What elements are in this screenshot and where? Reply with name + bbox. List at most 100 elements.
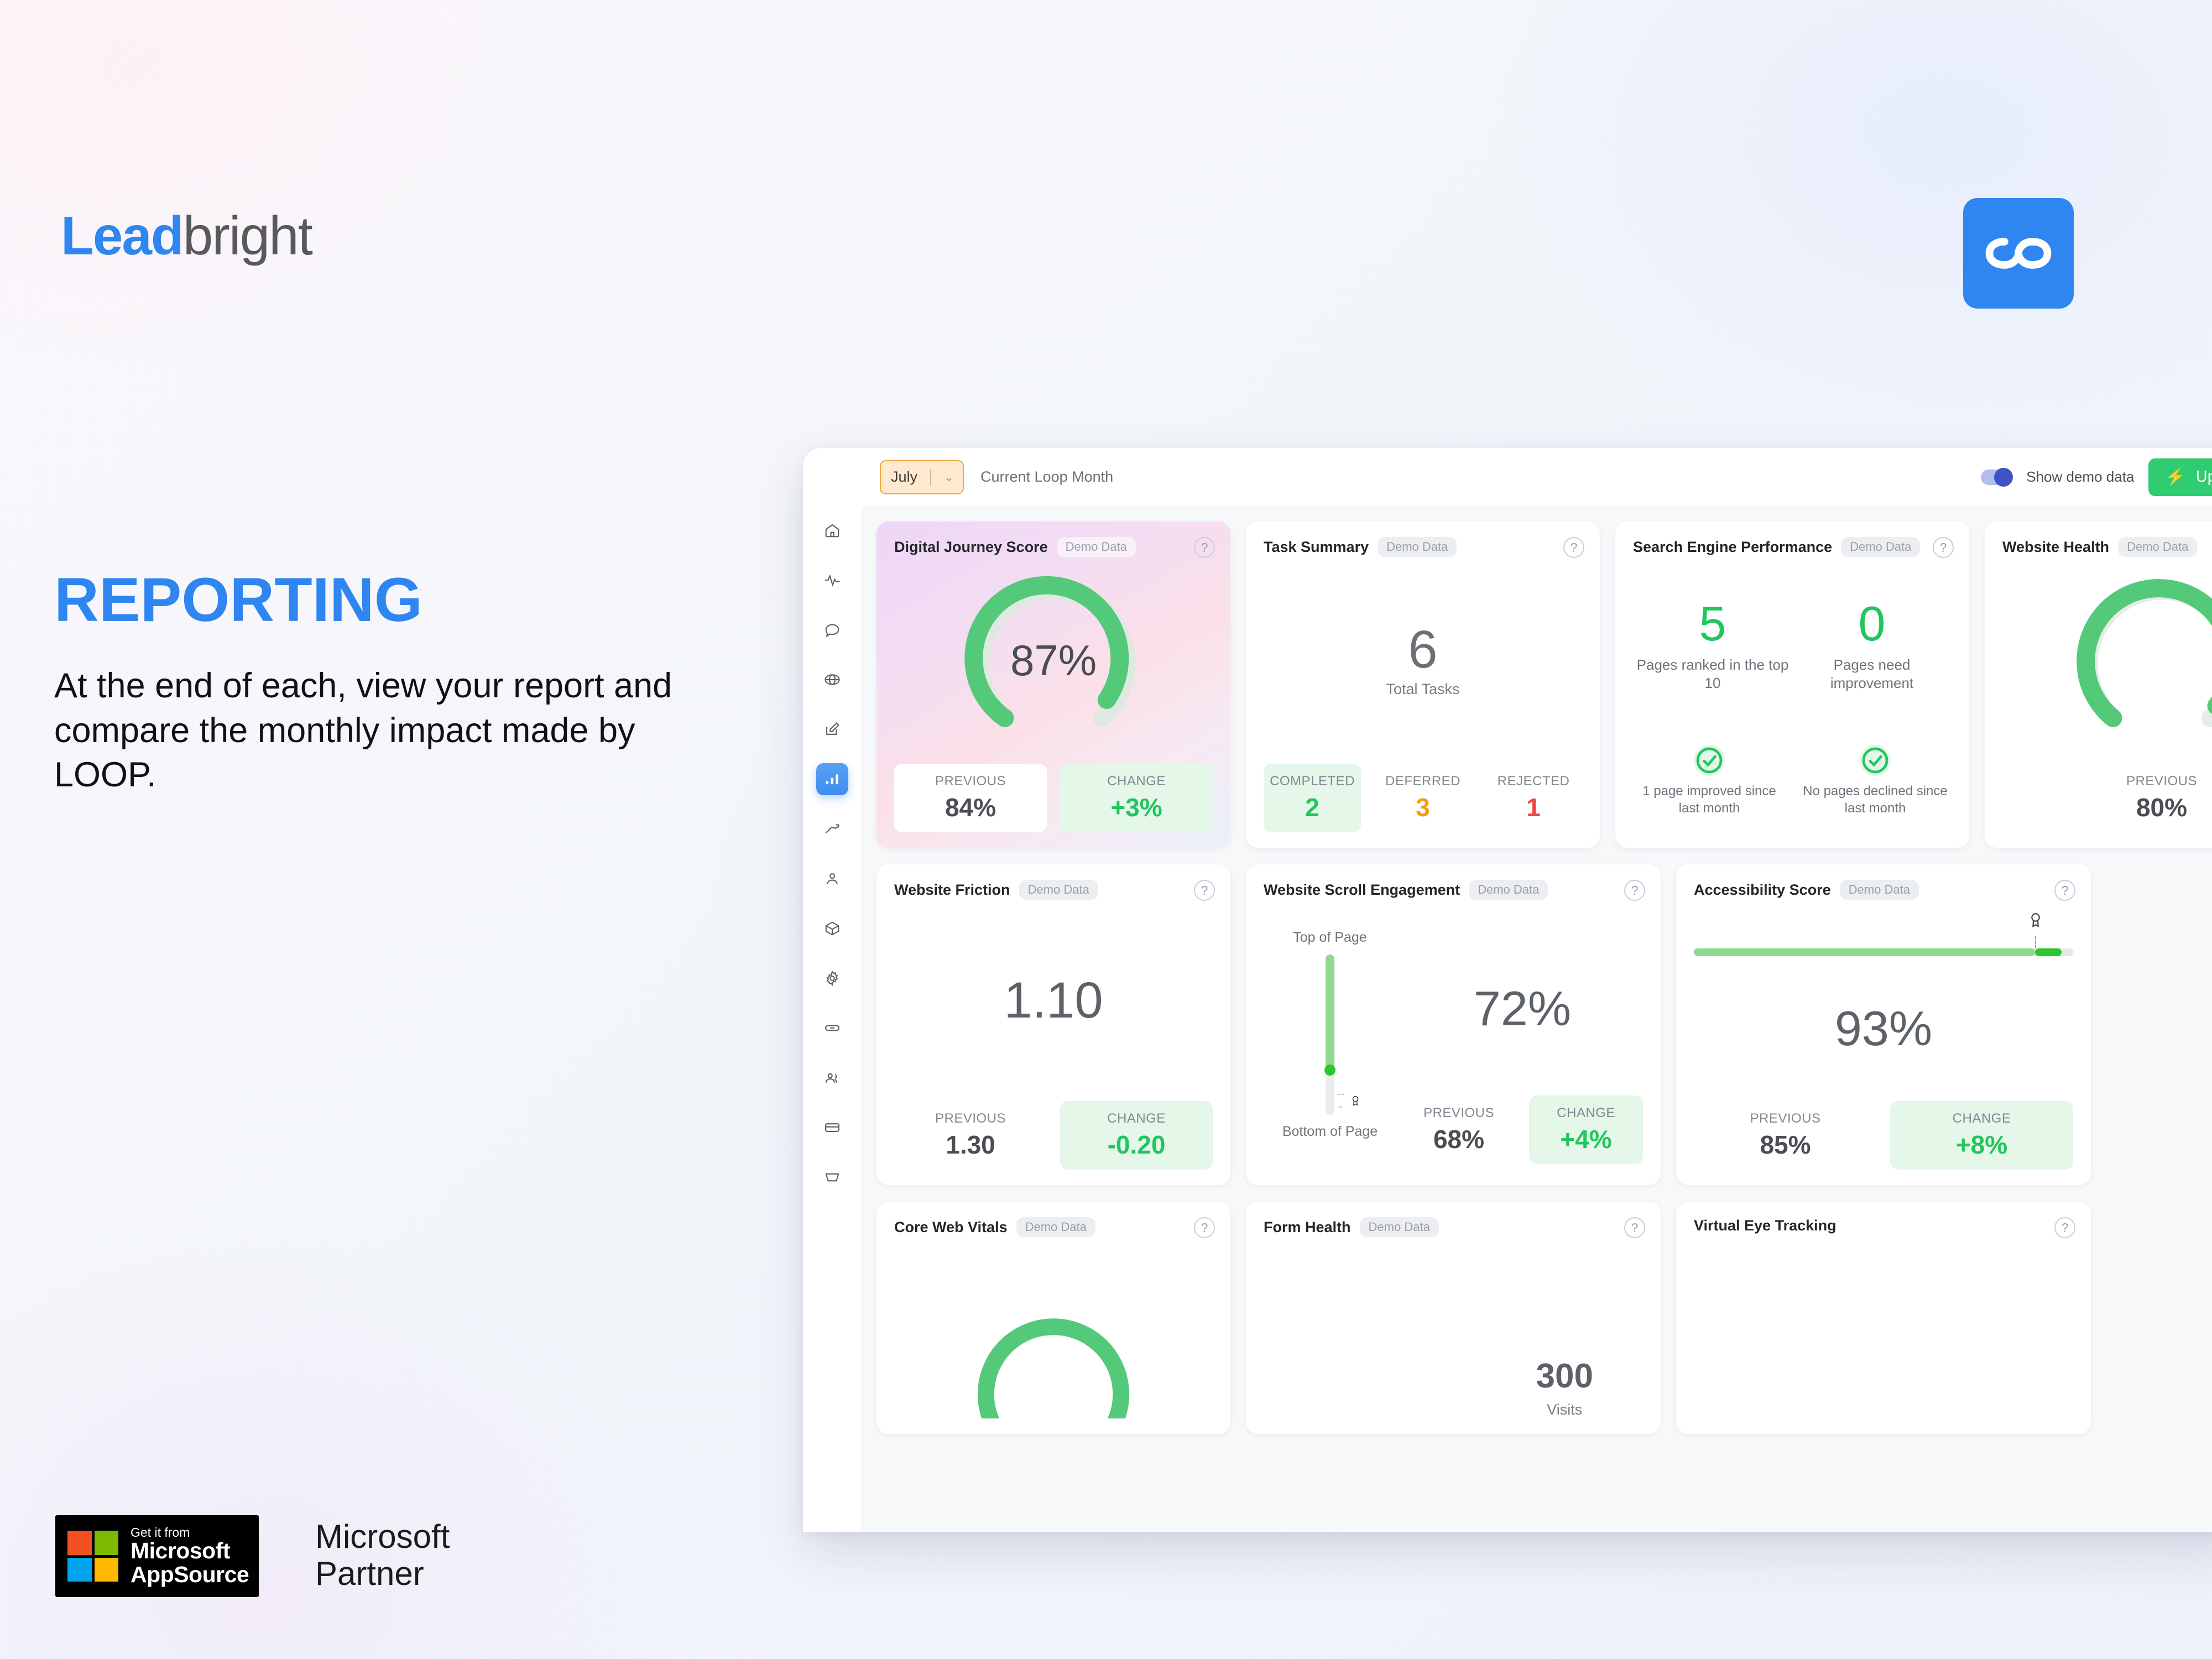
month-select[interactable]: July ⌄ <box>880 460 964 494</box>
card-title: Search Engine Performance <box>1633 538 1833 555</box>
stat-pages-top10: 5 Pages ranked in the top 10 <box>1633 599 1792 692</box>
change-label: CHANGE <box>1952 1111 2011 1126</box>
microsoft-logo-icon <box>67 1531 118 1582</box>
stat-caption: Pages ranked in the top 10 <box>1636 656 1789 691</box>
change-box: CHANGE +8% <box>1890 1101 2073 1170</box>
demo-data-badge: Demo Data <box>1019 880 1098 900</box>
demo-data-badge: Demo Data <box>1056 537 1136 557</box>
journey-score-value: 87% <box>1010 635 1097 685</box>
help-icon[interactable]: ? <box>1194 880 1215 901</box>
demo-data-badge: Demo Data <box>2118 537 2198 557</box>
accessibility-track <box>1694 936 2073 956</box>
benchmark-medal-icon <box>2027 911 2044 931</box>
previous-value: 85% <box>1760 1130 1811 1159</box>
scroll-depth-indicator: Top of Page --- Bottom of Page <box>1264 930 1396 1140</box>
sidebar-item-reporting[interactable] <box>816 763 848 795</box>
card-form-health[interactable]: Form Health Demo Data ? 300 Visits <box>1246 1202 1661 1434</box>
total-tasks-label: Total Tasks <box>1386 680 1460 697</box>
scroll-bottom-label: Bottom of Page <box>1282 1124 1378 1139</box>
previous-value: 80% <box>2136 793 2188 822</box>
link-icon <box>825 1025 839 1031</box>
sidebar-item-products[interactable] <box>816 912 848 945</box>
previous-box: PREVIOUS 84% <box>894 764 1047 832</box>
help-icon[interactable]: ? <box>2054 880 2075 901</box>
sidebar-item-home[interactable] <box>816 514 848 546</box>
help-icon[interactable]: ? <box>1194 1217 1215 1238</box>
sidebar-item-billing[interactable] <box>816 1112 848 1144</box>
help-icon[interactable]: ? <box>1933 537 1954 558</box>
help-icon[interactable]: ? <box>1624 1217 1645 1238</box>
sidebar-item-trends[interactable] <box>816 813 848 845</box>
deferred-box: DEFERRED 3 <box>1374 764 1472 832</box>
change-label: CHANGE <box>1557 1105 1615 1120</box>
cards-row-1: Digital Journey Score Demo Data ? 87% <box>877 521 2212 848</box>
card-website-health[interactable]: Website Health Demo Data PR <box>1985 521 2212 848</box>
friction-value: 1.10 <box>1004 972 1103 1029</box>
card-title: Virtual Eye Tracking <box>1694 1217 1837 1234</box>
page-title: REPORTING <box>54 565 422 634</box>
demo-data-badge: Demo Data <box>1839 880 1919 900</box>
previous-value: 68% <box>1433 1125 1485 1154</box>
brand-bright-text: bright <box>182 205 313 266</box>
sidebar-item-edit[interactable] <box>816 713 848 745</box>
sidebar <box>803 448 861 1532</box>
card-task-summary[interactable]: Task Summary Demo Data ? 6 Total Tasks C… <box>1246 521 1600 848</box>
help-icon[interactable]: ? <box>1194 537 1215 558</box>
home-icon <box>825 524 839 538</box>
previous-label: PREVIOUS <box>935 774 1006 789</box>
brand-lead-text: Lead <box>61 205 184 266</box>
card-accessibility-score[interactable]: Accessibility Score Demo Data ? <box>1676 864 2091 1185</box>
sidebar-item-globe[interactable] <box>816 664 848 696</box>
check-circle-icon <box>1694 744 1725 776</box>
sidebar-item-settings[interactable] <box>816 962 848 994</box>
change-value: +4% <box>1560 1125 1612 1154</box>
card-core-web-vitals[interactable]: Core Web Vitals Demo Data ? <box>877 1202 1230 1434</box>
previous-box: PREVIOUS 1.30 <box>894 1101 1047 1170</box>
stat-value: 0 <box>1858 596 1886 651</box>
card-title: Digital Journey Score <box>894 538 1048 555</box>
sidebar-item-user[interactable] <box>816 863 848 895</box>
card-digital-journey-score[interactable]: Digital Journey Score Demo Data ? 87% <box>877 521 1230 848</box>
scroll-top-label: Top of Page <box>1293 930 1367 945</box>
previous-label: PREVIOUS <box>1423 1105 1495 1120</box>
upgrade-button[interactable]: ⚡ Upgrade <box>2148 458 2212 496</box>
show-demo-data-label: Show demo data <box>2026 468 2135 485</box>
card-title: Website Health <box>2002 538 2110 555</box>
scroll-track: --- <box>1324 954 1358 1115</box>
card-website-scroll-engagement[interactable]: Website Scroll Engagement Demo Data ? To… <box>1246 864 1661 1185</box>
card-virtual-eye-tracking[interactable]: Virtual Eye Tracking ? <box>1676 1202 2091 1434</box>
change-box: CHANGE -0.20 <box>1060 1101 1213 1170</box>
deferred-value: 3 <box>1416 793 1430 822</box>
demo-data-badge: Demo Data <box>1378 537 1457 557</box>
sidebar-item-activity[interactable] <box>816 564 848 596</box>
cards-row-3: Core Web Vitals Demo Data ? Form Health … <box>877 1202 2212 1434</box>
card-title: Core Web Vitals <box>894 1218 1008 1235</box>
card-website-friction[interactable]: Website Friction Demo Data ? 1.10 PREVIO… <box>877 864 1230 1185</box>
sidebar-item-team[interactable] <box>816 1062 848 1094</box>
benchmark-medal-icon: --- <box>1337 1088 1361 1113</box>
users-group-icon <box>825 1073 837 1083</box>
help-icon[interactable]: ? <box>1624 880 1645 901</box>
note-pages-declined: No pages declined since last month <box>1799 735 1952 827</box>
card-search-engine-performance[interactable]: Search Engine Performance Demo Data ? 5 … <box>1615 521 1969 848</box>
gear-icon <box>826 970 838 987</box>
sidebar-item-integrations[interactable] <box>816 1012 848 1044</box>
sidebar-item-chat[interactable] <box>816 614 848 646</box>
sidebar-item-store[interactable] <box>816 1161 848 1193</box>
bolt-icon: ⚡ <box>2165 468 2186 486</box>
show-demo-data-toggle[interactable] <box>1981 467 2013 487</box>
change-value: +8% <box>1955 1130 2008 1159</box>
help-icon[interactable]: ? <box>1563 537 1584 558</box>
stat-value: 5 <box>1699 596 1726 651</box>
rejected-label: REJECTED <box>1497 774 1570 789</box>
previous-box: PREVIOUS 68% <box>1402 1095 1516 1164</box>
package-box-icon <box>825 921 839 936</box>
rejected-box: REJECTED 1 <box>1485 764 1582 832</box>
help-icon[interactable]: ? <box>2054 1217 2075 1238</box>
partner-line-2: Partner <box>315 1555 424 1593</box>
globe-icon <box>824 674 840 685</box>
demo-data-badge: Demo Data <box>1359 1217 1439 1237</box>
card-title: Form Health <box>1264 1218 1351 1235</box>
card-title: Website Scroll Engagement <box>1264 881 1460 898</box>
completed-label: COMPLETED <box>1270 774 1355 789</box>
